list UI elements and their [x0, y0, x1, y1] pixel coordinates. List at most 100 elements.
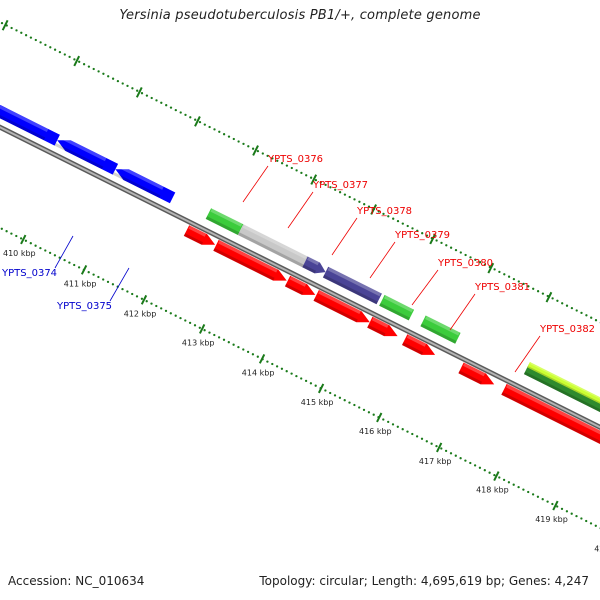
track-dot — [135, 295, 139, 298]
track-dot — [561, 302, 564, 305]
feature-shade — [322, 274, 378, 305]
feature-shade — [112, 172, 161, 198]
track-dot — [256, 149, 260, 153]
gene-label-text: YPTS_0380 — [437, 258, 493, 269]
track-dot — [551, 502, 554, 506]
feature-highlight — [425, 316, 460, 336]
gene-labels: YPTS_0376 YPTS_0377 YPTS_0378 YPTS_0379 YPTS… — [1, 154, 595, 373]
track-dot — [251, 147, 255, 150]
track-dot — [314, 384, 317, 387]
track-dot — [512, 277, 516, 281]
track-dot — [29, 242, 32, 245]
misc-feature — [302, 256, 326, 274]
track-dot — [421, 232, 424, 235]
track-dot — [237, 345, 240, 349]
track-dot — [498, 270, 501, 274]
track-dot — [367, 411, 371, 414]
feature-body — [527, 362, 600, 404]
rna-feature — [379, 294, 415, 321]
track-dot — [160, 307, 163, 310]
track-dot — [15, 234, 18, 238]
reverse-gene-label: YPTS_0374 — [1, 235, 74, 279]
label-leader-line — [331, 217, 358, 256]
track-dot — [63, 258, 66, 262]
track-dot — [329, 186, 332, 189]
track-dot — [126, 290, 129, 293]
track-dot — [367, 205, 371, 208]
feature-shade — [379, 303, 411, 321]
track-dot — [348, 195, 351, 199]
misc-feature — [322, 266, 382, 305]
track-dot — [179, 111, 182, 114]
outer-tick — [429, 233, 437, 245]
track-dot — [150, 302, 153, 305]
track-dot — [198, 120, 202, 124]
track-dot — [473, 464, 477, 467]
feature-body — [379, 294, 415, 321]
forward-gene-label: YPTS_0378 — [331, 206, 412, 256]
track-dot — [575, 309, 578, 312]
feature-shade — [213, 248, 275, 281]
track-dot — [275, 365, 279, 368]
outer-tick — [487, 262, 495, 274]
track-dot — [53, 48, 57, 51]
track-dot — [300, 171, 303, 175]
track-dot — [131, 87, 134, 90]
outer-dotted-track — [0, 21, 600, 324]
track-dot — [20, 31, 23, 34]
track-dot — [324, 389, 327, 392]
feature-body — [213, 239, 287, 281]
track-dot — [169, 106, 173, 109]
track-dot — [111, 77, 115, 80]
track-dot — [575, 514, 578, 518]
track-dot — [276, 159, 279, 162]
track-dot — [237, 140, 240, 143]
scale-tick — [258, 353, 266, 364]
scale-tick — [140, 294, 148, 305]
tick-label: 410 kbp — [3, 249, 36, 258]
outer-tick — [1, 19, 9, 31]
track-dot — [87, 271, 90, 274]
forward-cds — [367, 316, 398, 337]
label-leader-line — [449, 293, 476, 331]
gene-label-text: YPTS_0375 — [56, 301, 112, 312]
track-dot — [174, 314, 177, 317]
track-dot — [541, 498, 544, 501]
outer-tick — [310, 174, 318, 185]
track-dot — [116, 79, 120, 83]
forward-cds — [183, 225, 216, 245]
track-dot — [24, 239, 28, 242]
track-dot — [309, 176, 313, 179]
track-dot — [222, 133, 226, 136]
forward-gene-label: YPTS_0381 — [449, 282, 530, 331]
track-dot — [565, 510, 569, 513]
track-dot — [10, 232, 13, 235]
feature-highlight — [307, 256, 320, 266]
track-dot — [39, 41, 42, 44]
feature-shade — [0, 114, 46, 141]
feature-highlight — [506, 384, 600, 435]
feature-body — [205, 208, 244, 235]
feature-highlight — [463, 362, 486, 377]
feature-shade — [284, 283, 304, 295]
pseudo-feature — [237, 224, 308, 268]
track-dot — [358, 406, 361, 409]
accession-text: Accession: NC_010634 — [8, 574, 145, 588]
track-dot — [300, 377, 303, 380]
track-dot — [338, 396, 342, 399]
gene-label-text: YPTS_0378 — [356, 206, 412, 217]
forward-gene-label: YPTS_0379 — [369, 230, 450, 279]
tick-label: 414 kbp — [242, 368, 275, 377]
track-dot — [213, 333, 216, 337]
track-dot — [246, 350, 250, 354]
label-leader-line — [109, 267, 130, 302]
track-dot — [184, 113, 187, 117]
track-dot — [343, 399, 346, 402]
feature-body — [302, 256, 326, 274]
track-dot — [44, 43, 47, 47]
feature-highlight — [318, 290, 361, 314]
track-dot — [169, 312, 172, 315]
track-dot — [63, 53, 66, 56]
feature-body — [458, 362, 495, 385]
